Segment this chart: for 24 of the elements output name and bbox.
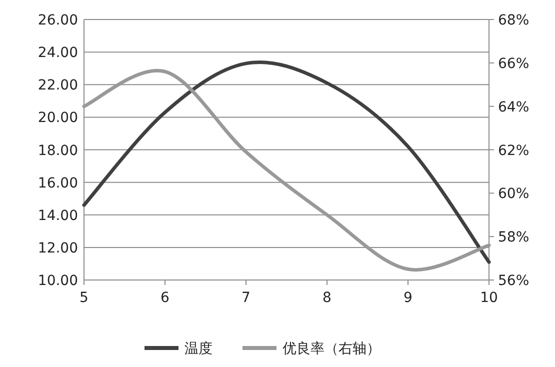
- y-tick-label: 12.00: [38, 240, 78, 256]
- x-tick-label: 9: [404, 290, 412, 306]
- y2-tick-label: 62%: [498, 142, 530, 159]
- x-tick-label: 6: [160, 290, 170, 306]
- y2-tick-label: 56%: [498, 273, 530, 289]
- y2-tick-label: 68%: [498, 12, 530, 28]
- x-tick-label: 8: [322, 290, 332, 306]
- y-tick-label: 10.00: [38, 273, 78, 289]
- y-tick-label: 22.00: [38, 78, 78, 94]
- x-tick-label: 5: [80, 290, 88, 306]
- y-tick-label: 18.00: [38, 142, 78, 159]
- y-tick-label: 16.00: [38, 175, 78, 192]
- y-tick-label: 24.00: [38, 45, 78, 62]
- legend-label: 优良率（右轴）: [282, 341, 380, 357]
- y-tick-label: 26.00: [38, 12, 78, 28]
- y2-tick-label: 66%: [498, 56, 530, 72]
- y2-tick-label: 58%: [498, 230, 530, 246]
- x-tick-label: 7: [242, 290, 250, 306]
- y-tick-label: 14.00: [38, 208, 78, 224]
- y-tick-label: 20.00: [38, 110, 78, 126]
- y2-tick-label: 60%: [498, 186, 530, 202]
- legend-label: 温度: [184, 341, 212, 357]
- x-tick-label: 10: [480, 290, 498, 306]
- y2-tick-label: 64%: [498, 99, 530, 116]
